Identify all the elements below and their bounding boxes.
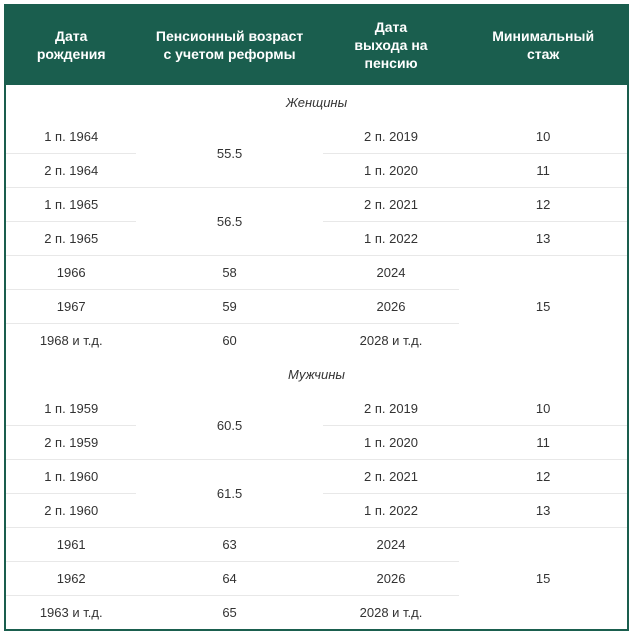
table-row: 1 п. 196556.52 п. 202112 bbox=[6, 187, 627, 221]
cell-exit: 2 п. 2021 bbox=[323, 459, 460, 493]
cell-birth: 2 п. 1959 bbox=[6, 425, 136, 459]
cell-stage: 13 bbox=[459, 221, 627, 255]
header-row: Дата рождения Пенсионный возраст с учето… bbox=[6, 6, 627, 85]
cell-birth: 1961 bbox=[6, 527, 136, 561]
cell-age: 63 bbox=[136, 527, 322, 561]
table-row: 196163202415 bbox=[6, 527, 627, 561]
cell-exit: 2026 bbox=[323, 289, 460, 323]
table-row: 196658202415 bbox=[6, 255, 627, 289]
cell-age: 60 bbox=[136, 323, 322, 357]
cell-stage: 11 bbox=[459, 153, 627, 187]
cell-birth: 1967 bbox=[6, 289, 136, 323]
cell-age: 56.5 bbox=[136, 187, 322, 255]
cell-birth: 1 п. 1965 bbox=[6, 187, 136, 221]
section-header: Женщины bbox=[6, 85, 627, 120]
cell-stage: 15 bbox=[459, 255, 627, 357]
cell-age: 65 bbox=[136, 595, 322, 629]
header-pension-age: Пенсионный возраст с учетом реформы bbox=[136, 6, 322, 85]
section-header: Мужчины bbox=[6, 357, 627, 392]
cell-age: 64 bbox=[136, 561, 322, 595]
table-row: 1 п. 196455.52 п. 201910 bbox=[6, 120, 627, 154]
cell-age: 58 bbox=[136, 255, 322, 289]
cell-birth: 2 п. 1960 bbox=[6, 493, 136, 527]
cell-birth: 2 п. 1965 bbox=[6, 221, 136, 255]
header-birth-date: Дата рождения bbox=[6, 6, 136, 85]
cell-age: 60.5 bbox=[136, 392, 322, 460]
cell-birth: 1 п. 1960 bbox=[6, 459, 136, 493]
table-row: 1 п. 195960.52 п. 201910 bbox=[6, 392, 627, 426]
cell-exit: 2024 bbox=[323, 527, 460, 561]
cell-exit: 2028 и т.д. bbox=[323, 323, 460, 357]
section-label: Женщины bbox=[6, 85, 627, 120]
cell-exit: 2028 и т.д. bbox=[323, 595, 460, 629]
cell-exit: 2 п. 2021 bbox=[323, 187, 460, 221]
cell-exit: 2 п. 2019 bbox=[323, 392, 460, 426]
cell-age: 55.5 bbox=[136, 120, 322, 188]
header-min-stage: Минимальный стаж bbox=[459, 6, 627, 85]
cell-birth: 2 п. 1964 bbox=[6, 153, 136, 187]
cell-birth: 1962 bbox=[6, 561, 136, 595]
header-exit-date: Дата выхода на пенсию bbox=[323, 6, 460, 85]
cell-stage: 15 bbox=[459, 527, 627, 629]
table-row: 1 п. 196061.52 п. 202112 bbox=[6, 459, 627, 493]
pension-table: Дата рождения Пенсионный возраст с учето… bbox=[6, 6, 627, 629]
pension-table-container: Дата рождения Пенсионный возраст с учето… bbox=[4, 4, 629, 631]
cell-exit: 2 п. 2019 bbox=[323, 120, 460, 154]
cell-stage: 11 bbox=[459, 425, 627, 459]
cell-exit: 1 п. 2020 bbox=[323, 153, 460, 187]
cell-birth: 1 п. 1959 bbox=[6, 392, 136, 426]
cell-stage: 10 bbox=[459, 392, 627, 426]
cell-exit: 2024 bbox=[323, 255, 460, 289]
cell-age: 61.5 bbox=[136, 459, 322, 527]
cell-birth: 1963 и т.д. bbox=[6, 595, 136, 629]
cell-stage: 13 bbox=[459, 493, 627, 527]
cell-age: 59 bbox=[136, 289, 322, 323]
cell-birth: 1968 и т.д. bbox=[6, 323, 136, 357]
section-label: Мужчины bbox=[6, 357, 627, 392]
cell-exit: 1 п. 2020 bbox=[323, 425, 460, 459]
cell-birth: 1966 bbox=[6, 255, 136, 289]
cell-exit: 1 п. 2022 bbox=[323, 221, 460, 255]
cell-exit: 2026 bbox=[323, 561, 460, 595]
cell-exit: 1 п. 2022 bbox=[323, 493, 460, 527]
cell-stage: 12 bbox=[459, 459, 627, 493]
cell-stage: 12 bbox=[459, 187, 627, 221]
cell-stage: 10 bbox=[459, 120, 627, 154]
cell-birth: 1 п. 1964 bbox=[6, 120, 136, 154]
